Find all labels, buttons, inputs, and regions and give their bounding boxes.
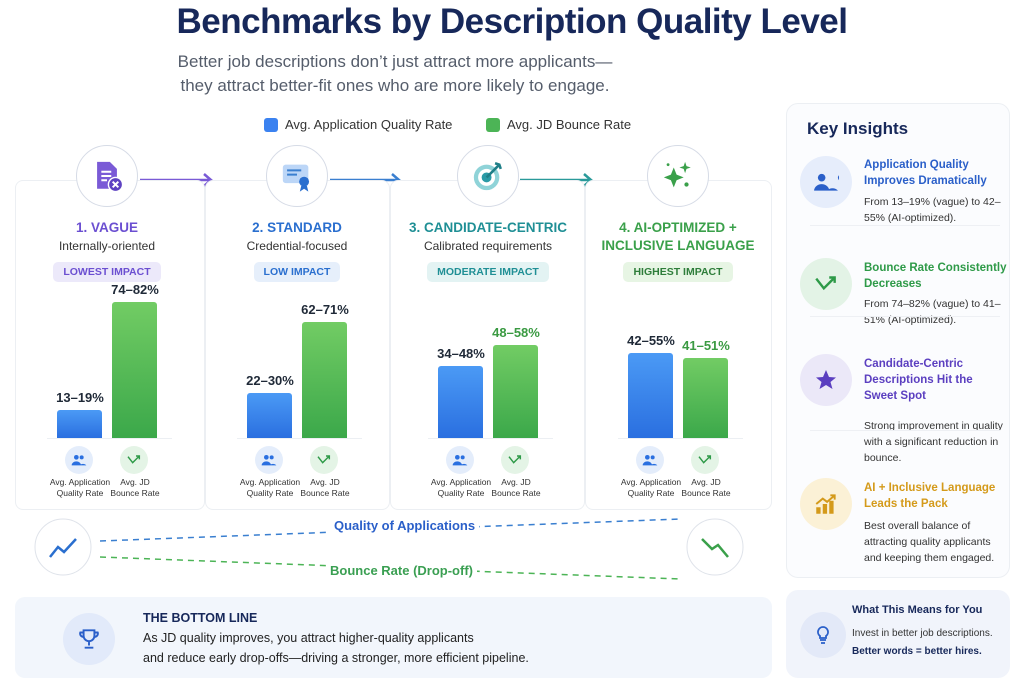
bounce-value-label: 48–58% [492,325,540,341]
bar-axis-label: Avg. JD Bounce Rate [491,477,541,498]
stage-title: 2. STANDARD [252,220,342,235]
bounce-value-label: 62–71% [301,301,349,317]
chart-baseline [618,438,743,439]
trend-bounce-label: Bounce Rate (Drop-off) [326,563,477,578]
bottom-line-text-2: and reduce early drop-offs—driving a str… [143,651,529,665]
divider [810,430,1000,431]
target-icon [457,145,519,207]
stage-card [205,180,390,510]
certificate-icon [266,145,328,207]
key-insights-title: Key Insights [807,119,909,138]
subtitle-line-2: they attract better-fit ones who are mor… [180,76,610,95]
bar-axis-label: Avg. Application Quality Rate [49,477,111,498]
chart-baseline [47,438,172,439]
stage-title: 4. AI-OPTIMIZED + [619,220,737,235]
impact-badge-wrap: LOW IMPACT [202,262,392,282]
divider [810,225,1000,226]
insight-title: Candidate-Centric Descriptions Hit the S… [864,358,973,402]
trend-area [34,518,744,580]
trophy-icon [63,613,115,665]
insight-title: Application Quality Improves Dramaticall… [864,159,987,187]
bottom-line-title: THE BOTTOM LINE [143,611,258,625]
stage-title-line-2: INCLUSIVE LANGUAGE [601,238,755,253]
users-icon [636,446,664,474]
bounce-arrow-icon [120,446,148,474]
bar-axis-label: Avg. JD Bounce Rate [110,477,160,498]
insight-desc: Best overall balance of attracting quali… [864,520,995,564]
bounce-arrow-icon [691,446,719,474]
bounce-arrow-icon [501,446,529,474]
bottom-line-text-1: As JD quality improves, you attract high… [143,631,474,645]
chart-baseline [428,438,553,439]
divider [810,316,1000,317]
star-icon [800,354,852,406]
users-icon [800,156,852,208]
users-icon [255,446,283,474]
chart-baseline [237,438,362,439]
bottom-line-box: THE BOTTOM LINE As JD quality improves, … [15,597,772,678]
insight-desc: Strong improvement in quality with a sig… [864,420,1003,464]
impact-badge: LOWEST IMPACT [53,262,161,282]
quality-value-label: 42–55% [627,333,675,349]
bounce-bar [112,301,157,438]
bar-axis-label: Avg. JD Bounce Rate [300,477,350,498]
stage-subtitle: Internally-oriented [58,239,156,253]
bounce-bar [493,345,538,438]
quality-bar [247,392,292,438]
trend-quality-label: Quality of Applications [330,518,480,533]
impact-badge: LOW IMPACT [253,262,341,282]
stage-title: 1. VAGUE [75,220,138,235]
impact-badge: HIGHEST IMPACT [623,262,733,282]
bar-axis-label: Avg. JD Bounce Rate [681,477,731,498]
insight-desc: From 13–19% (vague) to 42–55% (AI-optimi… [864,196,1001,224]
sparkles-icon [647,145,709,207]
quality-bar [628,353,673,438]
stage-subtitle: Calibrated requirements [423,239,553,253]
lightbulb-icon [800,612,846,658]
stage-title: 3. CANDIDATE-CENTRIC [409,220,567,235]
impact-badge-wrap: HIGHEST IMPACT [583,262,773,282]
impact-badge-wrap: MODERATE IMPACT [393,262,583,282]
legend-bounce: Avg. JD Bounce Rate [486,117,631,132]
legend-quality: Avg. Application Quality Rate [264,117,452,132]
bounce-value-label: 74–82% [111,281,159,297]
bounce-bar [302,321,347,438]
bar-axis-label: Avg. Application Quality Rate [239,477,301,498]
document-x-icon [76,145,138,207]
quality-value-label: 13–19% [56,390,104,405]
subtitle-line-1: Better job descriptions don’t just attra… [177,52,613,71]
stage-card [390,180,585,510]
bounce-value-label: 41–51% [682,337,730,353]
means-text-2: Better words = better hires. [852,646,982,657]
stage-card [585,180,772,510]
bounce-arrow-icon [800,258,852,310]
stage-subtitle: Credential-focused [246,239,348,253]
bounce-arrow-icon [310,446,338,474]
stage-card [15,180,205,510]
quality-bar [57,410,102,438]
trend-down-icon [701,538,729,558]
bar-axis-label: Avg. Application Quality Rate [620,477,682,498]
users-icon [65,446,93,474]
page-title: Benchmarks by Description Quality Level [176,2,848,41]
means-text-1: Invest in better job descriptions. [852,628,993,639]
insight-title: Bounce Rate Consistently Decreases [864,262,1007,290]
impact-badge-wrap: LOWEST IMPACT [12,262,202,282]
impact-badge: MODERATE IMPACT [427,262,549,282]
quality-value-label: 22–30% [246,372,294,388]
users-icon [446,446,474,474]
quality-value-label: 34–48% [437,346,485,362]
bar-axis-label: Avg. Application Quality Rate [430,477,492,498]
means-box: What This Means for You Invest in better… [786,590,1010,678]
bounce-bar [683,357,728,438]
insight-desc: From 74–82% (vague) to 41–51% (AI-optimi… [864,298,1001,326]
insight-title: AI + Inclusive Language Leads the Pack [864,482,996,510]
chart-up-icon [800,478,852,530]
trend-up-icon [49,538,77,558]
quality-bar [438,366,483,438]
means-title: What This Means for You [852,604,983,616]
